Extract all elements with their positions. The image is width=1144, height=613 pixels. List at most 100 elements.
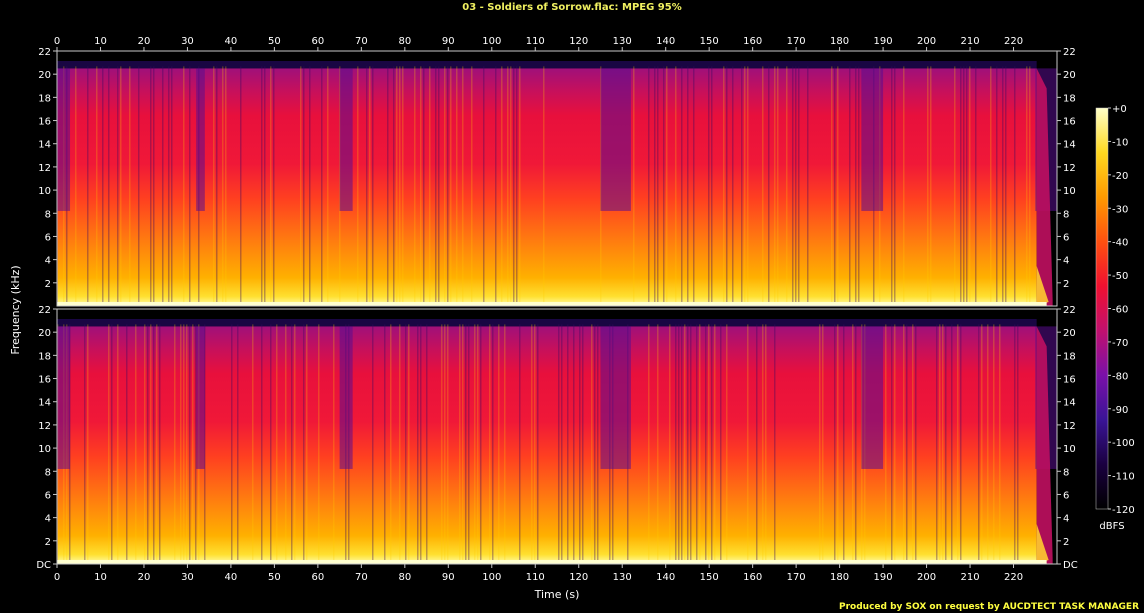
colorbar-tick-label: -50 bbox=[1112, 271, 1128, 282]
quiet-segment bbox=[861, 326, 884, 469]
y-tick-label: 14 bbox=[38, 398, 51, 409]
colorbar-tick-label: -80 bbox=[1112, 371, 1128, 382]
x-tick-label: 80 bbox=[398, 36, 411, 47]
x-tick-label: 90 bbox=[442, 572, 455, 583]
x-tick-label: 160 bbox=[743, 36, 762, 47]
colorbar-tick-label: -90 bbox=[1112, 405, 1128, 416]
y-tick-label: 8 bbox=[45, 209, 51, 220]
y-tick-label: 16 bbox=[1063, 375, 1076, 386]
colorbar-tick-label: -120 bbox=[1112, 505, 1135, 516]
bass-energy-line bbox=[57, 560, 1047, 564]
y-tick-label: 16 bbox=[38, 117, 51, 128]
y-axis-label: Frequency (kHz) bbox=[9, 265, 22, 354]
y-tick-label: 12 bbox=[38, 163, 51, 174]
colorbar-tick-label: -60 bbox=[1112, 305, 1128, 316]
x-tick-label: 60 bbox=[312, 572, 325, 583]
x-tick-label: 180 bbox=[830, 36, 849, 47]
x-tick-label: 220 bbox=[1004, 36, 1023, 47]
y-tick-label: 8 bbox=[1063, 209, 1069, 220]
y-tick-label: 22 bbox=[38, 305, 51, 316]
x-tick-label: 10 bbox=[94, 572, 107, 583]
y-tick-label: DC bbox=[36, 560, 51, 571]
x-tick-label: 190 bbox=[874, 572, 893, 583]
x-tick-label: 170 bbox=[787, 572, 806, 583]
y-tick-label: 22 bbox=[38, 47, 51, 58]
x-tick-label: 220 bbox=[1004, 572, 1023, 583]
colorbar-tick-label: -40 bbox=[1112, 238, 1128, 249]
x-tick-label: 130 bbox=[613, 572, 632, 583]
y-tick-label: 22 bbox=[1063, 305, 1076, 316]
x-tick-label: 120 bbox=[569, 36, 588, 47]
x-tick-label: 120 bbox=[569, 572, 588, 583]
x-tick-label: 210 bbox=[960, 36, 979, 47]
y-tick-label: 4 bbox=[45, 256, 51, 267]
x-tick-label: 20 bbox=[138, 36, 151, 47]
y-tick-label: 12 bbox=[38, 421, 51, 432]
x-tick-label: 90 bbox=[442, 36, 455, 47]
x-axis-label: Time (s) bbox=[534, 588, 580, 601]
x-tick-label: 100 bbox=[482, 36, 501, 47]
x-tick-label: 60 bbox=[312, 36, 325, 47]
x-tick-label: 0 bbox=[54, 36, 60, 47]
bass-energy-line bbox=[57, 302, 1047, 306]
track-end-taper bbox=[1036, 326, 1053, 564]
quiet-segment bbox=[861, 68, 884, 211]
x-tick-label: 40 bbox=[225, 572, 238, 583]
x-tick-label: 150 bbox=[700, 572, 719, 583]
x-tick-label: 130 bbox=[613, 36, 632, 47]
y-tick-label: 14 bbox=[1063, 140, 1076, 151]
y-tick-label: 14 bbox=[38, 140, 51, 151]
y-tick-label: 6 bbox=[1063, 232, 1069, 243]
colorbar-legend: +0 -10 -20 -30 -40 -50 -60 -70 -80 -90 -100 -110 -12… bbox=[1095, 104, 1135, 516]
y-tick-label: 20 bbox=[38, 328, 51, 339]
frequency-axis-right: 2 4 6 8 10 12 14 16 18 20 22 DC 2 4 6 8 10 12 14 16 18 20 22 bbox=[1057, 47, 1078, 571]
colorbar-tick-label: -70 bbox=[1112, 338, 1128, 349]
x-tick-label: 200 bbox=[917, 36, 936, 47]
x-tick-label: 70 bbox=[355, 572, 368, 583]
y-tick-label: 8 bbox=[45, 467, 51, 478]
footer-credit: Produced by SOX on request by AUCDTECT T… bbox=[839, 602, 1139, 612]
channel-1-spectrogram bbox=[56, 50, 1058, 307]
x-tick-label: 30 bbox=[181, 572, 194, 583]
x-tick-label: 150 bbox=[700, 36, 719, 47]
x-tick-label: 0 bbox=[54, 572, 60, 583]
x-tick-label: 50 bbox=[268, 36, 281, 47]
y-tick-label: 14 bbox=[1063, 398, 1076, 409]
y-tick-label: 6 bbox=[45, 490, 51, 501]
y-tick-label: 6 bbox=[45, 232, 51, 243]
quiet-segment bbox=[600, 68, 631, 211]
quiet-segment bbox=[196, 326, 205, 469]
y-tick-label: 16 bbox=[38, 375, 51, 386]
x-tick-label: 200 bbox=[917, 572, 936, 583]
y-tick-label: 16 bbox=[1063, 117, 1076, 128]
x-tick-label: 140 bbox=[656, 572, 675, 583]
y-tick-label: 4 bbox=[1063, 514, 1069, 525]
x-tick-label: 210 bbox=[960, 572, 979, 583]
colorbar-tick-label: -30 bbox=[1112, 204, 1128, 215]
y-tick-label: 2 bbox=[45, 279, 51, 290]
y-tick-label: 20 bbox=[1063, 328, 1076, 339]
y-tick-label: 4 bbox=[1063, 256, 1069, 267]
colorbar-tick-label: -10 bbox=[1112, 137, 1128, 148]
y-tick-label: 18 bbox=[1063, 93, 1076, 104]
colorbar-tick-label: +0 bbox=[1112, 104, 1127, 115]
y-tick-label: DC bbox=[1063, 560, 1078, 571]
x-tick-label: 190 bbox=[874, 36, 893, 47]
colorbar-tick-label: -20 bbox=[1112, 171, 1128, 182]
x-tick-label: 80 bbox=[398, 572, 411, 583]
x-tick-label: 20 bbox=[138, 572, 151, 583]
quiet-segment bbox=[339, 68, 353, 211]
y-tick-label: 12 bbox=[1063, 163, 1076, 174]
y-tick-label: 18 bbox=[38, 351, 51, 362]
y-tick-label: 18 bbox=[38, 93, 51, 104]
y-tick-label: 10 bbox=[38, 444, 51, 455]
colorbar-gradient bbox=[1095, 107, 1109, 510]
y-tick-label: 6 bbox=[1063, 490, 1069, 501]
x-tick-label: 140 bbox=[656, 36, 675, 47]
quiet-segment bbox=[600, 326, 631, 469]
y-tick-label: 20 bbox=[1063, 70, 1076, 81]
y-tick-label: 22 bbox=[1063, 47, 1076, 58]
colorbar-label: dBFS bbox=[1099, 521, 1124, 532]
frequency-axis-left: 2 4 6 8 10 12 14 16 18 20 22 DC 2 4 6 8 10 12 14 16 18 20 22 bbox=[36, 47, 57, 571]
